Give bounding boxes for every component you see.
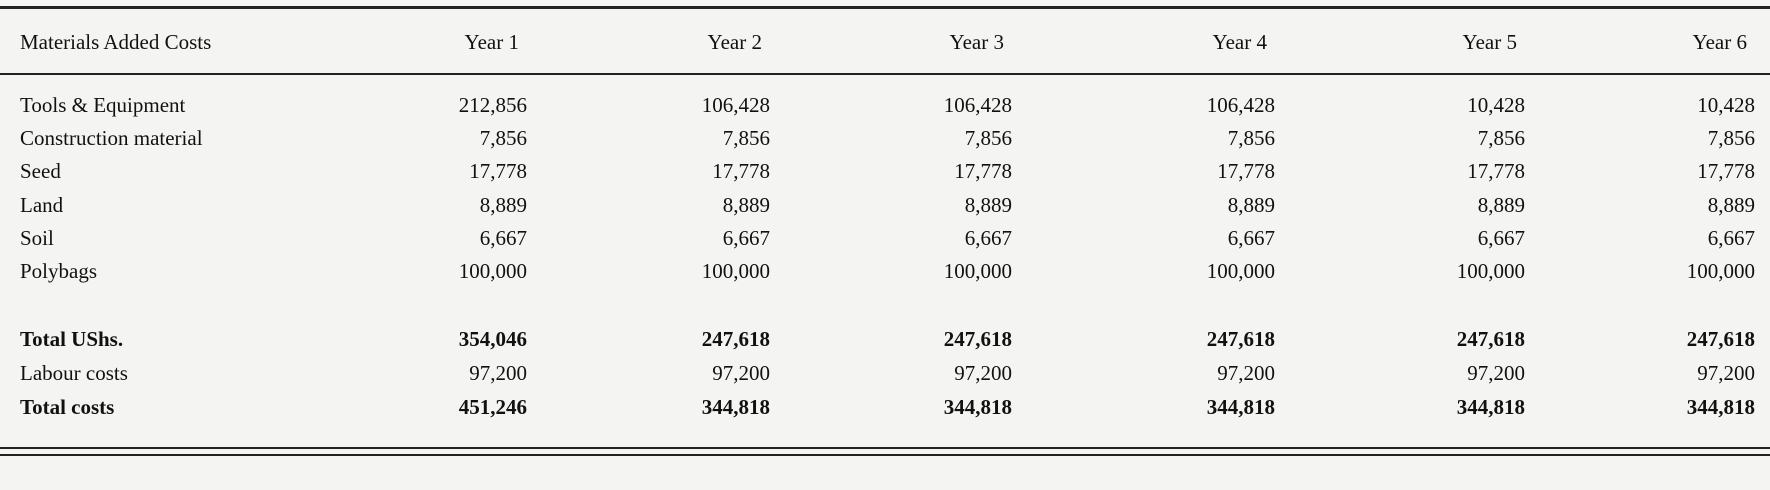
cell-value: 6,667	[1707, 225, 1755, 250]
column-header: Year 3	[949, 30, 1004, 54]
cell-value: 6,667	[479, 225, 527, 250]
bottom-rule	[0, 447, 1770, 449]
cell-value: 212,856	[458, 93, 527, 117]
column-header: Year 1	[464, 30, 519, 54]
cell-value: 97,200	[954, 361, 1012, 385]
cell-value: 106,428	[701, 93, 770, 117]
bottom-rule	[0, 454, 1770, 456]
column-header: Year 6	[1692, 30, 1747, 54]
cell-value: 8,889	[722, 192, 770, 217]
cell-value: 247,618	[943, 327, 1012, 351]
cell-value: 10,428	[1467, 93, 1525, 117]
cell-value: 8,889	[1227, 192, 1275, 217]
cell-value: 97,200	[712, 361, 770, 385]
cell-value: 344,818	[1456, 395, 1525, 419]
header-rule	[0, 73, 1770, 75]
cell-value: 8,889	[479, 192, 527, 217]
cell-value: 100,000	[1686, 259, 1755, 283]
cell-value: 17,778	[712, 159, 770, 184]
row-label: Labour costs	[20, 361, 128, 385]
cell-value: 7,856	[964, 126, 1012, 151]
cell-value: 7,856	[1227, 126, 1275, 151]
cell-value: 344,818	[943, 395, 1012, 419]
cell-value: 97,200	[1467, 361, 1525, 385]
row-label: Soil	[20, 225, 54, 250]
row-label: Seed	[20, 159, 61, 184]
cell-value: 247,618	[1456, 327, 1525, 351]
cell-value: 344,818	[701, 395, 770, 419]
top-rule	[0, 6, 1770, 9]
cell-value: 97,200	[469, 361, 527, 385]
column-header: Year 5	[1462, 30, 1517, 54]
cell-value: 247,618	[1686, 327, 1755, 351]
cell-value: 7,856	[1707, 126, 1755, 151]
cell-value: 344,818	[1206, 395, 1275, 419]
cell-value: 106,428	[943, 93, 1012, 117]
cell-value: 100,000	[1456, 259, 1525, 283]
cell-value: 6,667	[1477, 225, 1525, 250]
cell-value: 100,000	[701, 259, 770, 283]
row-label: Polybags	[20, 259, 98, 283]
cell-value: 17,778	[469, 159, 527, 184]
cell-value: 7,856	[722, 126, 770, 151]
row-label: Land	[20, 192, 64, 217]
cell-value: 6,667	[1227, 225, 1275, 250]
cell-value: 6,667	[964, 225, 1012, 250]
row-label: Total UShs.	[20, 327, 124, 351]
cell-value: 100,000	[943, 259, 1012, 283]
row-label: Construction material	[20, 126, 203, 151]
row-label: Tools & Equipment	[20, 93, 186, 117]
cell-value: 17,778	[954, 159, 1012, 184]
column-header: Materials Added Costs	[20, 30, 212, 54]
cell-value: 17,778	[1217, 159, 1275, 184]
cell-value: 100,000	[1206, 259, 1275, 283]
cell-value: 17,778	[1697, 159, 1755, 184]
row-label: Total costs	[20, 395, 115, 419]
cell-value: 17,778	[1467, 159, 1525, 184]
column-header: Year 4	[1212, 30, 1267, 54]
cell-value: 6,667	[722, 225, 770, 250]
cell-value: 10,428	[1697, 93, 1755, 117]
cell-value: 97,200	[1697, 361, 1755, 385]
cell-value: 354,046	[458, 327, 527, 351]
column-header: Year 2	[707, 30, 762, 54]
cell-value: 247,618	[1206, 327, 1275, 351]
cell-value: 7,856	[1477, 126, 1525, 151]
cell-value: 8,889	[964, 192, 1012, 217]
cell-value: 100,000	[458, 259, 527, 283]
cell-value: 344,818	[1686, 395, 1755, 419]
cell-value: 451,246	[458, 395, 527, 419]
cell-value: 8,889	[1477, 192, 1525, 217]
cell-value: 7,856	[479, 126, 527, 151]
cell-value: 8,889	[1707, 192, 1755, 217]
cell-value: 247,618	[701, 327, 770, 351]
cell-value: 97,200	[1217, 361, 1275, 385]
cell-value: 106,428	[1206, 93, 1275, 117]
